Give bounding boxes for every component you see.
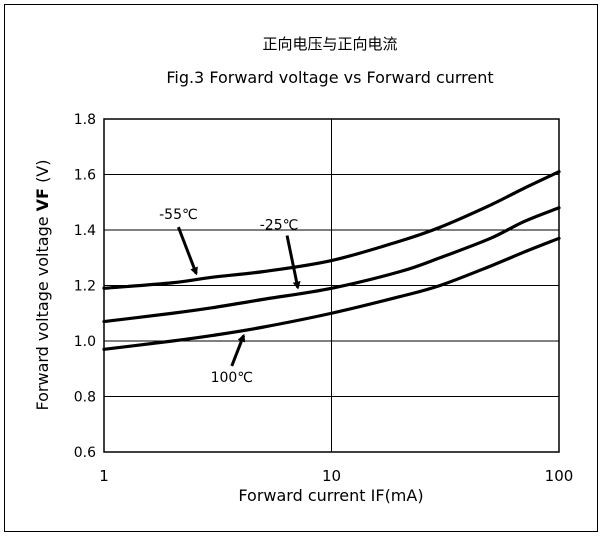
annotation-arrow — [285, 235, 301, 290]
x-tick-label: 100 — [545, 467, 574, 485]
y-tick-label: 1.6 — [74, 168, 96, 184]
y-tick-label: 1.0 — [74, 334, 96, 350]
chart-title-cn: 正向电压与正向电流 — [262, 35, 397, 53]
annotations: -55℃ -25℃ 100℃ — [159, 207, 301, 386]
grid-lines — [104, 119, 559, 452]
series-line-0 — [102, 170, 561, 290]
series-line-1 — [102, 206, 561, 324]
chart-frame — [4, 4, 598, 532]
series-line-2 — [102, 236, 561, 351]
y-tick-label: 1.4 — [74, 223, 96, 239]
y-tick-label: 0.8 — [74, 390, 96, 406]
y-axis-label-unit: (V) — [33, 160, 52, 189]
x-tick-label: 10 — [322, 467, 341, 485]
x-tick-labels: 1 10 100 — [99, 467, 573, 485]
x-axis-label: Forward current IF(mA) — [238, 486, 423, 505]
x-tick-label: 1 — [99, 467, 109, 485]
annotation-arrow — [230, 333, 246, 367]
y-axis-label-prefix: Forward voltage voltage — [33, 211, 52, 410]
annotation-arrow — [177, 226, 198, 276]
annotation-label: 100℃ — [211, 370, 253, 386]
y-tick-label: 1.2 — [74, 279, 96, 295]
y-tick-labels: 0.6 0.8 1.0 1.2 1.4 1.6 1.8 — [74, 112, 96, 461]
annotation-label: -25℃ — [260, 218, 299, 234]
y-axis-label: Forward voltage voltage VF (V) — [33, 160, 52, 411]
y-tick-label: 0.6 — [74, 445, 96, 461]
chart-title: Fig.3 Forward voltage vs Forward current — [166, 68, 493, 87]
y-axis-label-vf: VF — [33, 188, 52, 211]
series-lines — [102, 170, 561, 351]
y-tick-label: 1.8 — [74, 112, 96, 128]
annotation-label: -55℃ — [159, 207, 198, 223]
